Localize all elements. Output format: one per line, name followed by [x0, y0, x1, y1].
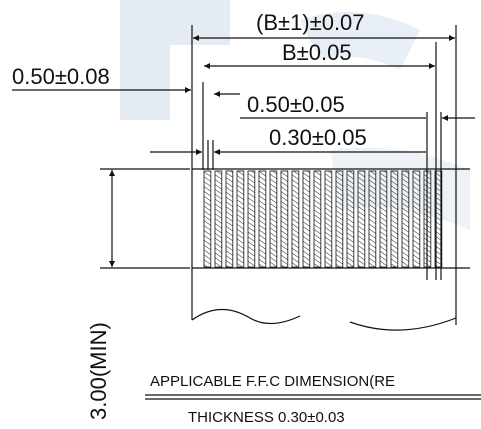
conductor-strip: [280, 170, 289, 268]
conductor-strip: [302, 170, 311, 268]
conductor-strip: [335, 170, 344, 268]
conductor-strip: [258, 170, 267, 268]
conductor-strip: [401, 170, 410, 268]
conductor-strip: [434, 170, 443, 268]
conductor-strip: [269, 170, 278, 268]
note-thickness: THICKNESS 0.30±0.03: [188, 409, 345, 426]
conductor-strip: [412, 170, 421, 268]
conductor-strip: [379, 170, 388, 268]
conductor-strip: [357, 170, 366, 268]
conductor-strips: [203, 170, 443, 268]
conductor-strip: [291, 170, 300, 268]
label-min-length: 3.00(MIN): [86, 322, 111, 420]
conductor-strip: [203, 170, 212, 268]
conductor-strip: [225, 170, 234, 268]
conductor-strip: [368, 170, 377, 268]
conductor-strip: [313, 170, 322, 268]
note-title: APPLICABLE F.F.C DIMENSION(RE: [150, 373, 395, 390]
conductor-strip: [346, 170, 355, 268]
conductor-strip: [214, 170, 223, 268]
conductor-strip: [390, 170, 399, 268]
dimension-lines: [12, 35, 475, 269]
conductor-strip: [247, 170, 256, 268]
conductor-strip: [324, 170, 333, 268]
label-b-plus-one: (B±1)±0.07: [256, 10, 365, 35]
label-pitch: 0.50±0.05: [247, 92, 345, 117]
label-conductor-width: 0.30±0.05: [269, 125, 367, 150]
conductor-strip: [423, 170, 432, 268]
ffc-body: [191, 168, 470, 331]
label-outer-pitch: 0.50±0.08: [12, 64, 110, 89]
conductor-strip: [236, 170, 245, 268]
label-b-width: B±0.05: [282, 40, 352, 65]
